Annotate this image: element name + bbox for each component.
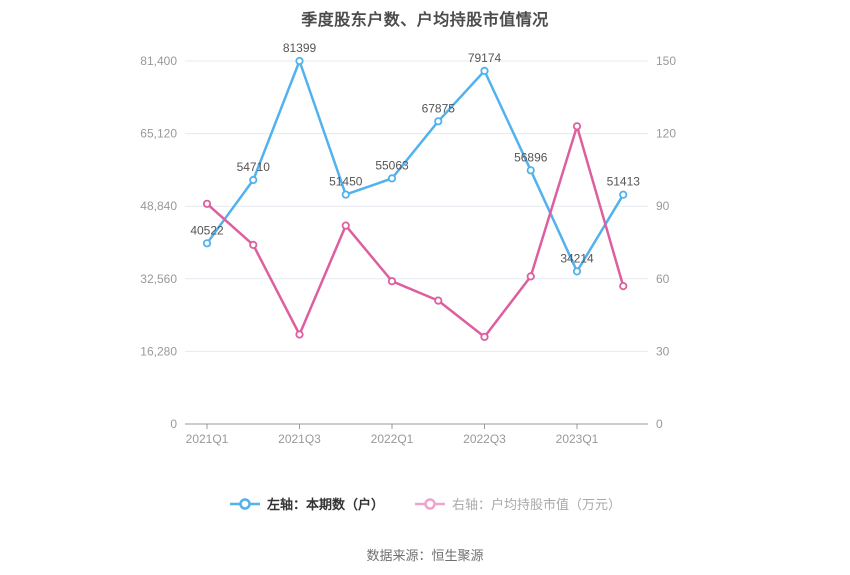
svg-text:16,280: 16,280 <box>140 344 177 358</box>
svg-text:56896: 56896 <box>514 150 548 164</box>
legend-item-market-value[interactable]: 右轴：户均持股市值（万元） <box>414 494 621 513</box>
svg-text:34214: 34214 <box>560 251 594 265</box>
svg-text:55063: 55063 <box>375 158 409 172</box>
svg-text:2022Q1: 2022Q1 <box>371 432 414 446</box>
svg-text:0: 0 <box>170 417 177 431</box>
svg-text:79174: 79174 <box>468 51 502 65</box>
data-source-note: 数据来源：恒生聚源 <box>366 548 484 563</box>
svg-text:2022Q3: 2022Q3 <box>463 432 506 446</box>
svg-text:120: 120 <box>656 127 676 141</box>
svg-text:65,120: 65,120 <box>140 127 177 141</box>
line-series-icon <box>415 497 445 510</box>
legend-label: 左轴：本期数（户） <box>266 497 384 512</box>
svg-text:32,560: 32,560 <box>140 272 177 286</box>
svg-text:81,400: 81,400 <box>140 54 177 68</box>
svg-text:90: 90 <box>656 199 670 213</box>
svg-text:2021Q1: 2021Q1 <box>186 432 229 446</box>
svg-text:150: 150 <box>656 54 676 68</box>
svg-text:2021Q3: 2021Q3 <box>278 432 321 446</box>
chart-legend: 左轴：本期数（户） 右轴：户均持股市值（万元） <box>0 494 850 513</box>
svg-text:81399: 81399 <box>283 41 317 55</box>
svg-text:54710: 54710 <box>237 160 271 174</box>
svg-text:48,840: 48,840 <box>140 199 177 213</box>
line-chart-plot-area: 0 0 16,280 30 32,560 60 48,840 90 65,120 120 81,40… <box>140 41 676 446</box>
legend-item-shareholder-count[interactable]: 左轴：本期数（户） <box>229 494 384 513</box>
svg-text:40522: 40522 <box>190 223 224 237</box>
svg-text:0: 0 <box>656 417 663 431</box>
svg-text:51450: 51450 <box>329 175 363 189</box>
line-series-icon <box>229 497 260 510</box>
svg-text:67875: 67875 <box>422 101 456 115</box>
svg-text:30: 30 <box>656 344 670 358</box>
svg-text:51413: 51413 <box>607 175 641 189</box>
svg-text:60: 60 <box>656 272 670 286</box>
legend-label: 右轴：户均持股市值（万元） <box>452 497 622 512</box>
chart-title: 季度股东户数、户均持股市值情况 <box>301 12 549 29</box>
svg-text:2023Q1: 2023Q1 <box>556 432 599 446</box>
